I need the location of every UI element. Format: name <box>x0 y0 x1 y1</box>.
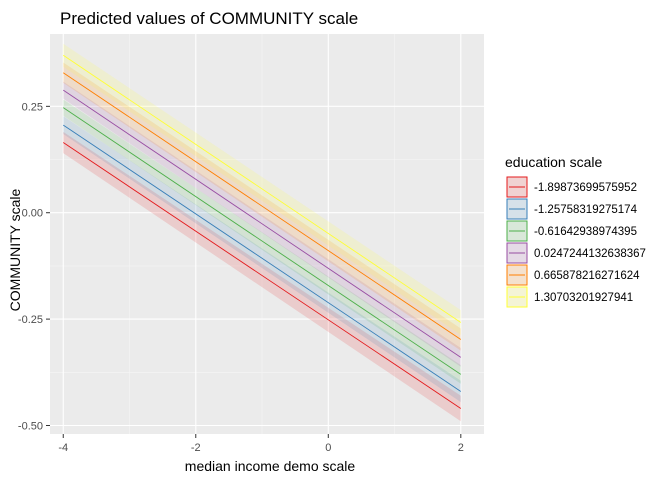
ci-ribbon-2 <box>63 116 461 403</box>
legend-title: education scale <box>505 154 603 170</box>
legend-label: -1.25758319275174 <box>534 204 638 216</box>
x-axis-title: median income demo scale <box>185 458 356 474</box>
y-axis-title: COMMUNITY scale <box>7 188 23 311</box>
x-axis-ticks: -4 -2 0 2 <box>58 434 464 454</box>
legend-item: 0.0247244132638367 <box>506 242 646 264</box>
ci-ribbon-3 <box>63 99 461 384</box>
x-tick-label: -4 <box>58 442 68 454</box>
legend-label: 0.0247244132638367 <box>534 248 646 260</box>
series-line-4 <box>63 89 462 358</box>
legend-label: -1.89873699575952 <box>534 182 637 194</box>
x-tick-label: 2 <box>458 442 464 454</box>
minor-gridlines <box>50 34 484 434</box>
legend-item: 0.665878216271624 <box>506 264 640 286</box>
legend-label: 1.30703201927941 <box>534 292 633 304</box>
series-line-2 <box>63 124 462 392</box>
y-tick-label: 0.00 <box>22 208 43 220</box>
legend: education scale -1.89873699575952 -1.2575… <box>505 154 646 308</box>
series-line-5 <box>63 72 462 340</box>
x-tick-label: 0 <box>325 442 331 454</box>
series-line-1 <box>63 142 462 409</box>
legend-item: 1.30703201927941 <box>506 286 633 308</box>
x-tick-label: -2 <box>191 442 201 454</box>
legend-item: -0.61642938974395 <box>506 220 637 242</box>
major-gridlines <box>50 34 484 434</box>
y-tick-label: -0.50 <box>18 420 43 432</box>
series-lines <box>63 54 462 409</box>
ci-ribbon-1 <box>63 131 461 422</box>
series-line-6 <box>63 54 462 323</box>
y-tick-label: 0.25 <box>22 101 43 113</box>
legend-item: -1.25758319275174 <box>506 198 638 220</box>
plot-panel <box>50 34 484 434</box>
series-line-3 <box>63 107 462 375</box>
legend-label: 0.665878216271624 <box>534 270 640 282</box>
chart-title: Predicted values of COMMUNITY scale <box>60 9 358 28</box>
legend-item: -1.89873699575952 <box>506 176 637 198</box>
y-tick-label: -0.25 <box>18 314 43 326</box>
legend-label: -0.61642938974395 <box>534 226 637 238</box>
y-axis-ticks: -0.50 -0.25 0.00 0.25 <box>18 101 50 432</box>
legend-items: -1.89873699575952 -1.25758319275174 -0.616… <box>506 176 646 308</box>
